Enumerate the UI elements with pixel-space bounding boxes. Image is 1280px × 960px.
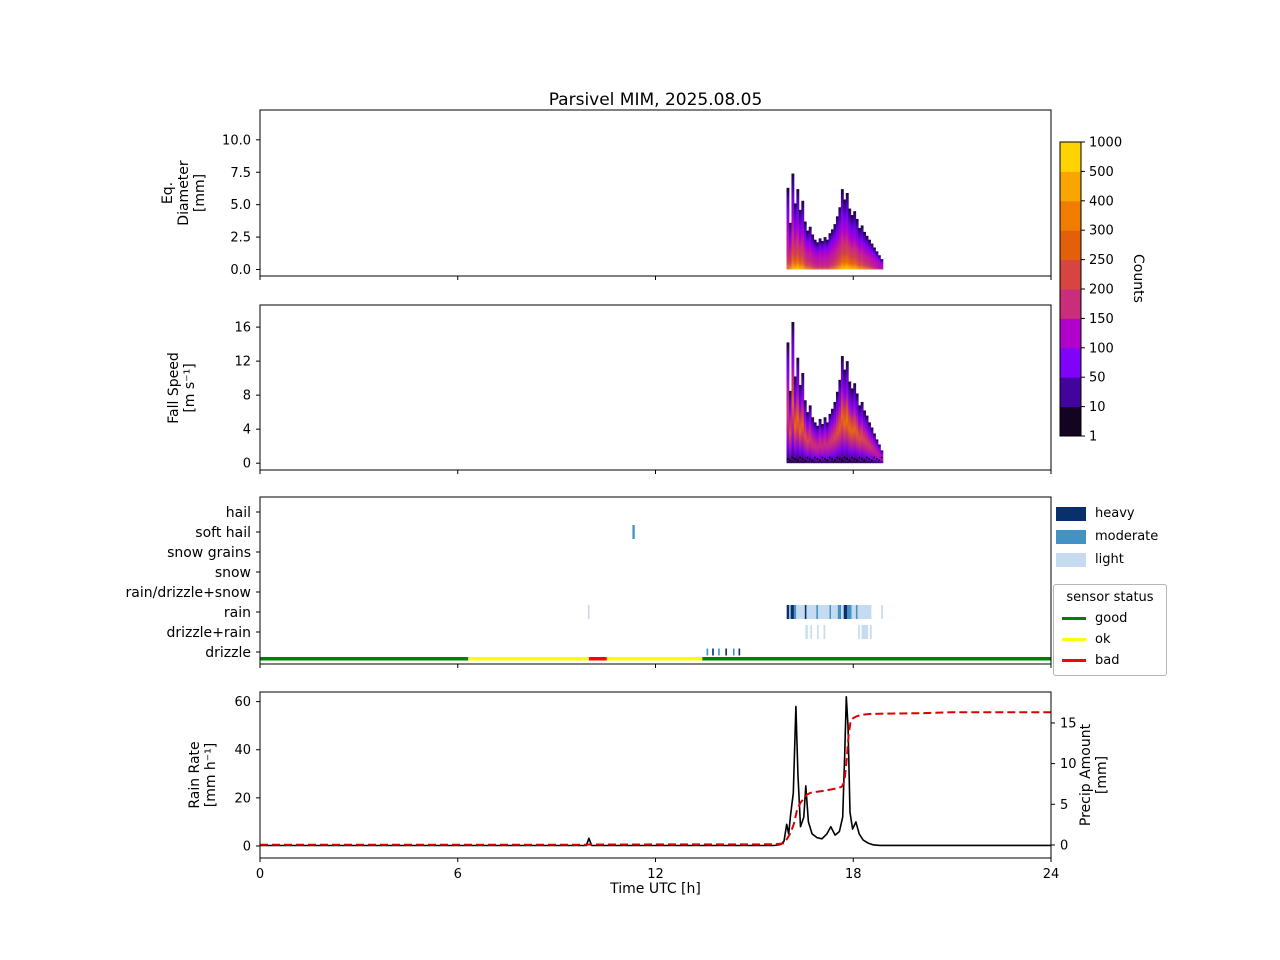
svg-text:hail: hail (226, 505, 251, 521)
figure-title: Parsivel MIM, 2025.08.05 (548, 90, 763, 110)
svg-text:300: 300 (1089, 224, 1114, 239)
svg-text:8: 8 (243, 389, 251, 404)
svg-text:40: 40 (234, 743, 251, 758)
legend-item-good: good (1062, 611, 1158, 626)
svg-text:10: 10 (1060, 757, 1077, 772)
svg-text:16: 16 (234, 321, 251, 336)
svg-text:1: 1 (1089, 430, 1097, 445)
svg-text:0: 0 (1060, 838, 1068, 853)
light-swatch (1056, 552, 1086, 567)
svg-text:15: 15 (1060, 716, 1077, 731)
panel-rain-rate: 0 20 40 60 0 5 10 15 0 6 12 18 24 (234, 691, 1077, 882)
svg-text:7.5: 7.5 (230, 166, 251, 181)
x-axis-label: Time UTC [h] (610, 881, 701, 897)
svg-text:soft hail: soft hail (195, 525, 251, 541)
legend-item-light: light (1056, 552, 1158, 567)
label-line: Precip Amount (1078, 723, 1094, 827)
svg-text:0.0: 0.0 (230, 263, 251, 278)
svg-text:100: 100 (1089, 341, 1114, 356)
intensity-class-legend: heavy moderate light (1056, 506, 1158, 575)
svg-text:150: 150 (1089, 312, 1114, 327)
legend-item-ok: ok (1062, 632, 1158, 647)
svg-text:250: 250 (1089, 253, 1114, 268)
label-line: [mm] (192, 173, 208, 213)
label-line: Fall Speed (166, 352, 182, 424)
svg-text:0: 0 (243, 839, 251, 854)
panel4-right-y-axis-label: Precip Amount [mm] (1078, 715, 1110, 835)
svg-text:rain: rain (224, 605, 251, 621)
panel1-y-axis-label: Eq. Diameter [mm] (160, 148, 208, 238)
label-line: [mm h⁻¹] (203, 742, 219, 808)
label-line: [mm] (1094, 755, 1110, 795)
label-line: Eq. (160, 181, 176, 205)
label-line: Rain Rate (187, 741, 203, 809)
heavy-swatch (1056, 506, 1086, 521)
panel-fall-speed: 0 4 8 12 16 (234, 304, 1052, 474)
moderate-swatch (1056, 529, 1086, 544)
svg-text:drizzle+rain: drizzle+rain (166, 625, 251, 641)
svg-text:5.0: 5.0 (230, 198, 251, 213)
svg-text:snow: snow (215, 565, 251, 581)
legend-item-bad: bad (1062, 653, 1158, 668)
label-line: [m s⁻¹] (182, 363, 198, 413)
svg-text:6: 6 (454, 867, 462, 882)
svg-text:12: 12 (234, 355, 251, 370)
svg-text:60: 60 (234, 695, 251, 710)
svg-text:400: 400 (1089, 194, 1114, 209)
panel4-y-axis-label: Rain Rate [mm h⁻¹] (187, 730, 219, 820)
panel2-y-axis-label: Fall Speed [m s⁻¹] (166, 343, 198, 433)
svg-text:18: 18 (845, 867, 862, 882)
svg-text:500: 500 (1089, 165, 1114, 180)
legend-label: moderate (1095, 529, 1159, 544)
svg-text:10.0: 10.0 (222, 133, 251, 148)
svg-text:50: 50 (1089, 371, 1106, 386)
svg-text:200: 200 (1089, 283, 1114, 298)
svg-text:0: 0 (243, 457, 251, 472)
svg-text:5: 5 (1060, 798, 1068, 813)
sensor-status-legend: sensor status good ok bad (1053, 584, 1167, 676)
legend-label: bad (1095, 653, 1120, 668)
svg-text:1000: 1000 (1089, 136, 1122, 151)
svg-text:drizzle: drizzle (205, 645, 251, 661)
svg-text:snow grains: snow grains (167, 545, 251, 561)
legend-item-moderate: moderate (1056, 529, 1158, 544)
legend-label: light (1095, 552, 1124, 567)
legend-label: ok (1095, 632, 1111, 647)
svg-text:12: 12 (647, 867, 664, 882)
legend-item-heavy: heavy (1056, 506, 1158, 521)
colorbar: 1 10 50 100 150 200 250 300 400 500 1000 (1059, 136, 1122, 445)
svg-text:rain/drizzle+snow: rain/drizzle+snow (126, 585, 251, 601)
svg-text:0: 0 (256, 867, 264, 882)
svg-text:10: 10 (1089, 400, 1106, 415)
svg-text:2.5: 2.5 (230, 231, 251, 246)
svg-text:20: 20 (234, 791, 251, 806)
sensor-legend-title: sensor status (1066, 590, 1154, 605)
panel-eq-diameter: 0.0 2.5 5.0 7.5 10.0 (222, 109, 1052, 280)
ok-line-sample (1062, 638, 1086, 641)
legend-label: heavy (1095, 506, 1135, 521)
good-line-sample (1062, 617, 1086, 620)
panel-precip-type: hail soft hail snow grains snow rain/drizzle… (126, 496, 1052, 668)
label-line: Diameter (176, 160, 192, 226)
svg-text:4: 4 (243, 423, 251, 438)
legend-label: good (1095, 611, 1128, 626)
colorbar-label: Counts (1130, 254, 1146, 303)
svg-text:24: 24 (1043, 867, 1060, 882)
bad-line-sample (1062, 659, 1086, 662)
